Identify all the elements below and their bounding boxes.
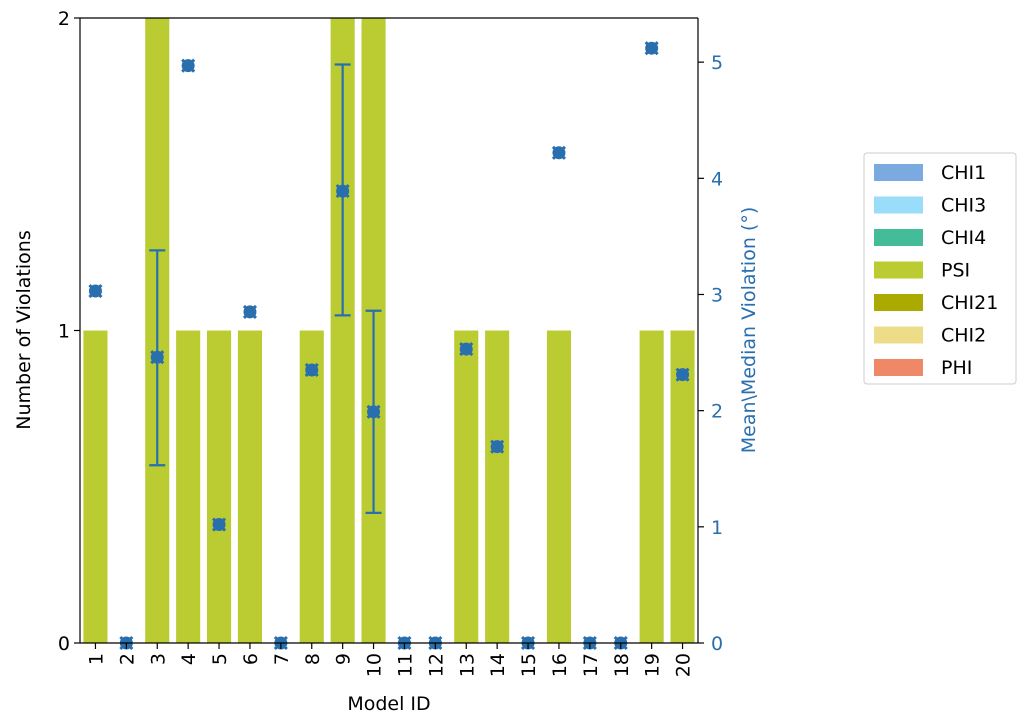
x-tick-label-13: 13	[456, 653, 478, 677]
bar-psi-19	[639, 330, 664, 643]
median-marker-8	[304, 362, 319, 378]
right-tick-label-0: 0	[711, 633, 723, 655]
legend-label-chi1: CHI1	[941, 162, 986, 184]
x-tick-label-14: 14	[487, 653, 509, 677]
bar-psi-14	[485, 330, 510, 643]
legend-swatch-chi2	[874, 326, 923, 344]
x-tick-label-18: 18	[611, 653, 633, 677]
x-tick-label-4: 4	[178, 653, 200, 665]
median-marker-9	[335, 184, 350, 199]
legend-swatch-chi1	[874, 164, 923, 181]
x-tick-label-10: 10	[364, 653, 386, 677]
legend: CHI1 CHI3 CHI4 PSI CHI21 CHI2 PHI	[863, 152, 1017, 385]
left-tick-label-0: 0	[58, 633, 70, 655]
legend-label-chi4: CHI4	[941, 227, 986, 249]
right-tick-label-3: 3	[711, 284, 723, 306]
legend-swatch-chi4	[874, 229, 923, 246]
bar-psi-16	[546, 330, 572, 643]
median-marker-5	[211, 517, 227, 532]
x-tick-label-16: 16	[549, 653, 571, 677]
x-ticks: 1 2 3 4 5 6 7 8 9 10 11 12 13 14 15 16 17 18 19 20	[85, 643, 695, 677]
x-tick-label-11: 11	[394, 653, 416, 677]
y-axis-label: Number of Violations	[13, 230, 35, 429]
x-axis-label: Model ID	[347, 693, 430, 714]
x-tick-label-2: 2	[116, 653, 138, 665]
left-tick-label-2: 2	[58, 8, 70, 30]
median-marker-6	[242, 304, 258, 319]
median-marker-1	[88, 283, 103, 299]
legend-swatch-chi21	[874, 294, 923, 311]
legend-label-psi: PSI	[941, 260, 970, 282]
median-marker-14	[490, 439, 505, 454]
legend-swatch-psi	[874, 261, 923, 279]
bar-psi-20	[670, 330, 695, 643]
left-tick-label-1: 1	[58, 321, 70, 343]
x-tick-label-20: 20	[673, 653, 695, 677]
legend-swatch-phi	[874, 359, 923, 376]
right-tick-label-5: 5	[711, 52, 723, 74]
right-y-ticks: 0 1 2 3 4 5	[698, 52, 723, 655]
left-y-ticks: 0 1 2	[58, 8, 80, 655]
legend-label-phi: PHI	[941, 357, 972, 379]
median-marker-19	[644, 41, 659, 56]
legend-swatch-chi3	[874, 196, 923, 214]
x-tick-label-3: 3	[147, 653, 169, 665]
median-marker-13	[459, 342, 474, 357]
legend-label-chi21: CHI21	[941, 292, 998, 314]
right-tick-label-1: 1	[711, 517, 723, 539]
x-tick-label-9: 9	[333, 653, 355, 665]
legend-label-chi3: CHI3	[941, 195, 986, 217]
bar-psi-4	[176, 330, 201, 643]
x-tick-label-15: 15	[518, 653, 540, 677]
x-tick-label-5: 5	[209, 653, 231, 665]
bar-psi-5	[206, 330, 232, 643]
median-marker-4	[181, 58, 196, 73]
x-tick-label-12: 12	[425, 653, 447, 677]
bar-psi-6	[237, 330, 263, 643]
bar-psi-8	[299, 330, 324, 643]
axes-frame	[79, 17, 699, 644]
bar-psi-13	[454, 330, 479, 643]
bar-psi-1	[83, 330, 108, 643]
right-tick-label-4: 4	[711, 168, 723, 190]
median-marker-16	[551, 145, 567, 160]
x-tick-label-19: 19	[642, 653, 664, 677]
median-marker-20	[675, 367, 690, 382]
x-tick-label-17: 17	[580, 653, 602, 677]
median-marker-10	[366, 404, 381, 419]
x-tick-label-1: 1	[85, 653, 107, 665]
x-tick-label-6: 6	[240, 653, 262, 665]
legend-label-chi2: CHI2	[941, 325, 986, 347]
right-tick-label-2: 2	[711, 401, 723, 423]
x-tick-label-8: 8	[302, 653, 324, 665]
median-marker-3	[150, 350, 165, 365]
right-y-axis-label: Mean\Median Violation (°)	[738, 207, 760, 453]
bars-layer	[83, 18, 695, 643]
x-tick-label-7: 7	[271, 653, 293, 665]
